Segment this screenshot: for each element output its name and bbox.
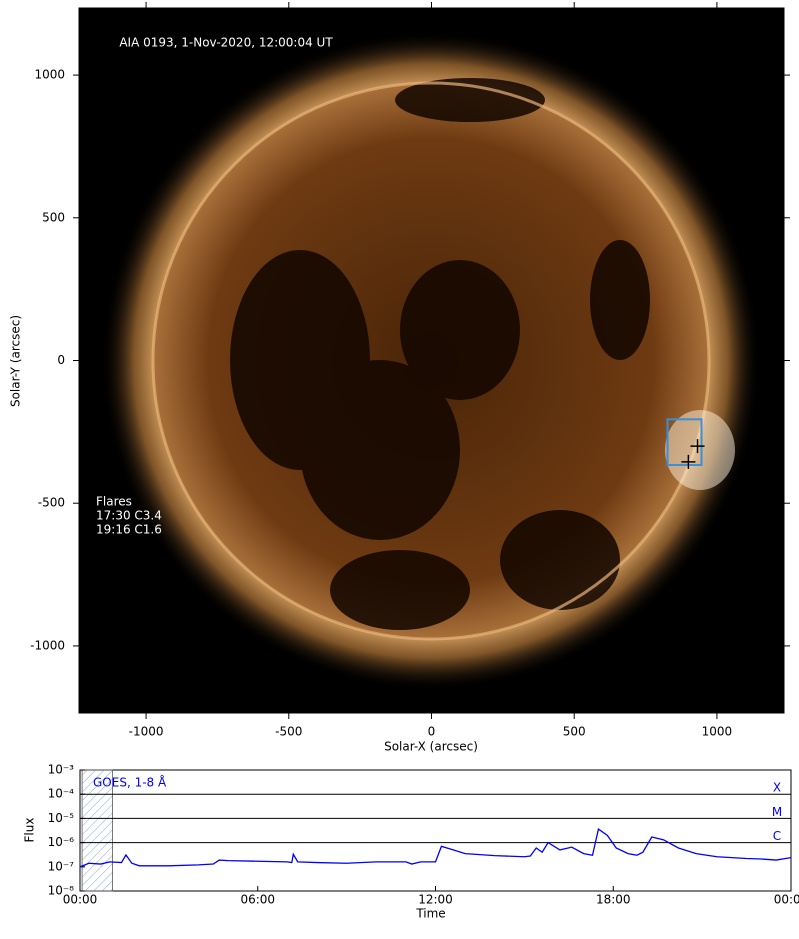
x-tick-label: 00:00: [774, 893, 799, 907]
y-tick-label: 1000: [34, 68, 65, 82]
active-region: [665, 410, 735, 490]
annotation: Flares: [96, 495, 132, 509]
plot-area: [80, 828, 791, 868]
x-tick-label: 12:00: [418, 893, 453, 907]
y-tick-label: -1000: [30, 638, 65, 652]
flare-marker: [690, 439, 705, 454]
y-tick-label: -500: [38, 496, 65, 510]
x-tick-label: 06:00: [240, 893, 275, 907]
x-tick-label: 500: [563, 725, 586, 739]
x-tick-label: -1000: [129, 725, 164, 739]
sun-image: [101, 31, 761, 691]
y-tick-label: 10⁻³: [48, 763, 75, 777]
x-tick-label: 18:00: [596, 893, 631, 907]
y-axis-label: Solar-Y (arcsec): [9, 315, 23, 407]
y-tick-label: 10⁻⁸: [48, 884, 75, 898]
class-label: M: [772, 805, 782, 819]
x-tick-label: 0: [428, 725, 436, 739]
legend-entry: GOES, 1-8 Å: [93, 775, 167, 790]
image-title: AIA 0193, 1-Nov-2020, 12:00:04 UT: [119, 36, 333, 50]
x-tick-label: 1000: [702, 725, 733, 739]
series-line: [80, 828, 791, 868]
region-box: [666, 418, 703, 466]
y-tick-label: 0: [57, 353, 65, 367]
class-label: C: [773, 829, 781, 843]
y-tick-label: 10⁻⁴: [48, 787, 75, 801]
coronal-holes: [230, 78, 650, 630]
y-axis-label: Flux: [23, 818, 37, 843]
class-label: X: [773, 781, 781, 795]
shaded-span: [81, 769, 113, 892]
annotation: 17:30 C3.4: [96, 509, 162, 523]
annotation: 19:16 C1.6: [96, 523, 162, 537]
y-tick-label: 500: [42, 210, 65, 224]
flare-marker: [681, 454, 696, 469]
x-axis-label: Time: [415, 907, 445, 921]
plot-frame: [79, 769, 792, 892]
x-axis-label: Solar-X (arcsec): [384, 740, 478, 754]
y-tick-label: 10⁻⁶: [48, 835, 75, 849]
limb: [151, 81, 711, 641]
y-tick-label: 10⁻⁷: [48, 859, 75, 873]
y-tick-label: 10⁻⁵: [48, 811, 75, 825]
x-tick-label: 00:00: [63, 893, 98, 907]
x-tick-label: -500: [275, 725, 302, 739]
